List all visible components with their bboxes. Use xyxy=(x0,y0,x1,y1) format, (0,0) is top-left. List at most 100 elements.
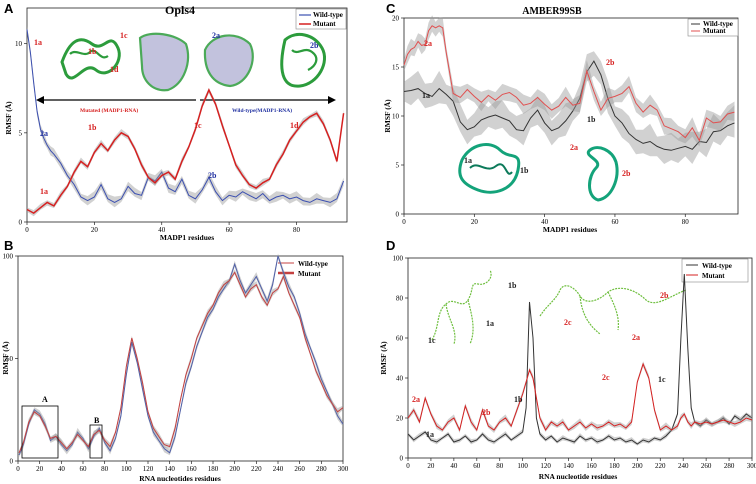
annotation-label: 2b xyxy=(606,58,615,67)
series-mutant-line xyxy=(407,362,753,432)
panel-d-xtick-label: 180 xyxy=(609,462,620,470)
panel-a-xtick-label: 80 xyxy=(293,226,301,234)
series-wild-type-line xyxy=(26,29,345,203)
region-a-highlight-box xyxy=(21,405,59,459)
series-mutant-line xyxy=(403,25,735,142)
panel-letter-a: A xyxy=(4,1,14,16)
panel-a-plot: 0 20 40 60 80 0 5 10 xyxy=(15,26,345,234)
panel-a-ytick-label: 5 xyxy=(19,129,23,137)
panel-d-annotations: 2a 1a 2b 1b 2c 1c 1b 1a 1c 2b 2c 2a xyxy=(412,281,669,439)
panel-c-plot: 0 20 40 60 80 0 5 10 15 20 xyxy=(392,15,735,226)
panel-c-ytick-label: 5 xyxy=(396,162,400,170)
annotation-label: 2c xyxy=(564,318,572,327)
panel-c-chart: AMBER99SB Wild-type Mutant 0 20 40 60 80 0 5 10… xyxy=(383,6,739,234)
panel-a-ytick-label: 0 xyxy=(19,219,23,227)
panel-b-xtick-label: 300 xyxy=(338,465,349,473)
annotation-label: 1c xyxy=(428,336,436,345)
annotation-label: 2b xyxy=(482,408,491,417)
series-mutant-error-band xyxy=(19,269,343,455)
panel-d-xtick-label: 20 xyxy=(427,462,435,470)
panel-c-legend: Wild-type Mutant xyxy=(687,18,739,37)
panel-b-ytick-label: 0 xyxy=(10,458,14,466)
annotation-label: 1b xyxy=(587,115,596,124)
panel-b-xtick-label: 160 xyxy=(186,465,197,473)
annotation-label: 2a xyxy=(570,143,578,152)
annotation-label: 1a xyxy=(486,319,494,328)
series-wild-type-line xyxy=(407,273,753,445)
panel-c-xtick-label: 0 xyxy=(402,218,406,226)
annotation-label: 2a xyxy=(424,39,432,48)
panel-b-xtick-label: 240 xyxy=(273,465,284,473)
panel-c-ytick-label: 0 xyxy=(396,211,400,219)
wild-complex-structure xyxy=(203,34,254,88)
panel-c-title: AMBER99SB xyxy=(522,6,582,17)
panel-a-xtick-label: 40 xyxy=(158,226,166,234)
annotation-label: 2a xyxy=(40,129,48,138)
panel-b-xtick-label: 260 xyxy=(294,465,305,473)
panel-b-chart: Wild-type Mutant 0 20 40 60 80 100 120 140 160 18… xyxy=(1,253,349,484)
panel-b-xtick-label: 180 xyxy=(208,465,219,473)
panel-d-ytick-label: 20 xyxy=(396,415,404,423)
panel-c-xtick-label: 80 xyxy=(682,218,690,226)
annotation-label: 2c xyxy=(602,373,610,382)
annotation-label: 2a xyxy=(212,31,220,40)
series-mutant-error-band xyxy=(404,15,735,147)
annotation-label: 2b xyxy=(310,41,319,50)
panel-b-xtick-label: 200 xyxy=(229,465,240,473)
panel-d-ytick-label: 80 xyxy=(396,295,404,303)
panel-d-ytick-label: 40 xyxy=(396,375,404,383)
panel-d-xtick-label: 160 xyxy=(586,462,597,470)
panel-d-xtick-label: 200 xyxy=(632,462,643,470)
series-wild-type-line xyxy=(403,60,735,151)
panel-b-xtick-label: 80 xyxy=(101,465,109,473)
annotation-label: 2b xyxy=(208,171,217,180)
panel-b-xlabel: RNA nucleotides residues xyxy=(139,474,221,483)
annotation-label: A xyxy=(42,395,48,404)
annotation-label: 1b xyxy=(508,281,517,290)
series-wild-type-error-band xyxy=(404,51,735,164)
panel-b-plot: 0 20 40 60 80 100 120 140 160 180 200 220 240 260 280 3… xyxy=(3,253,349,474)
panel-letter-d: D xyxy=(386,238,395,253)
panel-d-chart: Wild-type Mutant 0 20 40 60 80 100 120 140 160 18… xyxy=(379,255,756,482)
panel-c-legend-mutant: Mutant xyxy=(703,27,726,35)
panel-b-xtick-label: 280 xyxy=(316,465,327,473)
panel-a-xlabel: MADP1 residues xyxy=(160,233,214,242)
panel-d-xlabel: RNA nucleotide residues xyxy=(539,472,618,481)
panel-b-legend-wild: Wild-type xyxy=(298,260,328,268)
panel-c-ytick-label: 20 xyxy=(392,15,400,23)
annotation-label: 1a xyxy=(464,156,472,165)
panel-d-ylabel: RMSF (Å) xyxy=(379,341,388,375)
wild-protein-structure xyxy=(280,32,326,88)
panel-c-ytick-label: 10 xyxy=(392,113,400,121)
series-mutant-line xyxy=(26,88,345,214)
panel-a-ytick-label: 10 xyxy=(15,40,23,48)
panel-d-xtick-label: 220 xyxy=(655,462,666,470)
panel-a-xtick-label: 20 xyxy=(91,226,99,234)
panel-b-xtick-label: 100 xyxy=(121,465,132,473)
annotation-label: 1c xyxy=(658,375,666,384)
panel-d-frame xyxy=(407,257,753,459)
series-mutant-line xyxy=(18,271,344,453)
panel-d-xtick-label: 280 xyxy=(724,462,735,470)
annotation-label: 2a xyxy=(412,395,420,404)
annotation-label: 1c xyxy=(194,121,202,130)
panel-b-xtick-label: 0 xyxy=(16,465,20,473)
panel-b-xtick-label: 220 xyxy=(251,465,262,473)
panel-d-xtick-label: 100 xyxy=(517,462,528,470)
annotation-label: 1d xyxy=(110,65,119,74)
inset-label-mutated: Mutated (MADP1-RNA) xyxy=(80,107,138,114)
annotation-label: 1b xyxy=(88,123,97,132)
wild-structure-c xyxy=(458,143,521,194)
panel-b-ylabel: RMSF (Å) xyxy=(1,341,10,375)
panel-d-xtick-label: 80 xyxy=(496,462,504,470)
annotation-label: 1b xyxy=(88,47,97,56)
mutant-protein-structure xyxy=(60,38,121,80)
annotation-label: 1c xyxy=(120,31,128,40)
panel-d-xtick-label: 260 xyxy=(701,462,712,470)
annotation-label: 2b xyxy=(622,169,631,178)
panel-a-annotations: 1a 1b 1c 1d 2a 2b 1a 1b 1c 1d 2a 2b xyxy=(34,31,319,196)
mutant-rna-structure xyxy=(539,285,687,335)
panel-a-frame xyxy=(26,7,348,223)
mutant-complex-structure xyxy=(138,32,190,92)
